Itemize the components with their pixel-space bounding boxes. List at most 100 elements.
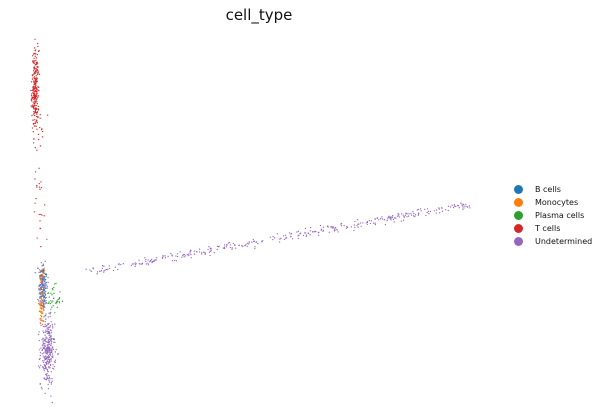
undetermined-point bbox=[49, 325, 52, 327]
undetermined-point bbox=[42, 366, 44, 368]
undetermined-point bbox=[49, 313, 51, 315]
undetermined-point bbox=[42, 295, 44, 297]
undetermined-point bbox=[406, 213, 408, 215]
undetermined-point bbox=[386, 219, 388, 222]
undetermined-point bbox=[297, 237, 299, 240]
monocytes-point bbox=[40, 301, 43, 303]
undetermined-point bbox=[297, 235, 299, 237]
plasma-cells-point bbox=[59, 291, 61, 293]
t-cells-point bbox=[32, 142, 35, 144]
t-cells-point bbox=[32, 80, 35, 82]
undetermined-point bbox=[44, 323, 46, 325]
undetermined-point bbox=[147, 262, 149, 264]
undetermined-point bbox=[397, 212, 399, 215]
undetermined-point bbox=[445, 209, 447, 211]
undetermined-point bbox=[43, 275, 46, 278]
undetermined-point bbox=[46, 357, 48, 359]
t-cells-point bbox=[37, 116, 39, 119]
undetermined-point bbox=[45, 374, 48, 376]
undetermined-point bbox=[453, 205, 456, 207]
undetermined-point bbox=[50, 340, 53, 342]
legend-item: Plasma cells bbox=[514, 209, 604, 222]
undetermined-point bbox=[379, 218, 382, 220]
undetermined-point bbox=[45, 353, 47, 355]
undetermined-point bbox=[44, 294, 47, 296]
monocytes-point bbox=[39, 276, 42, 279]
undetermined-point bbox=[150, 258, 153, 261]
b-cells-point bbox=[41, 265, 43, 267]
undetermined-point bbox=[51, 350, 53, 352]
undetermined-point bbox=[41, 295, 43, 297]
undetermined-point bbox=[395, 217, 397, 219]
undetermined-point bbox=[48, 347, 50, 349]
t-cells-point bbox=[31, 106, 33, 108]
undetermined-point bbox=[37, 298, 39, 301]
legend-marker bbox=[514, 237, 523, 246]
undetermined-point bbox=[38, 288, 40, 290]
t-cells-point bbox=[41, 214, 43, 216]
undetermined-point bbox=[42, 360, 44, 362]
t-cells-point bbox=[33, 90, 35, 93]
undetermined-point bbox=[331, 225, 333, 228]
t-cells-point bbox=[38, 86, 40, 88]
undetermined-point bbox=[42, 304, 44, 307]
undetermined-point bbox=[458, 207, 460, 209]
undetermined-point bbox=[47, 383, 49, 386]
undetermined-point bbox=[312, 231, 314, 233]
t-cells-point bbox=[32, 106, 35, 109]
t-cells-point bbox=[36, 122, 39, 124]
undetermined-point bbox=[45, 329, 47, 331]
undetermined-point bbox=[359, 222, 362, 224]
undetermined-point bbox=[37, 267, 39, 269]
monocytes-point bbox=[39, 310, 41, 312]
undetermined-point bbox=[131, 263, 134, 265]
undetermined-point bbox=[164, 255, 166, 257]
undetermined-point bbox=[42, 271, 45, 273]
undetermined-point bbox=[45, 338, 47, 340]
undetermined-point bbox=[44, 320, 46, 323]
monocytes-point bbox=[39, 281, 41, 284]
undetermined-point bbox=[47, 370, 49, 373]
monocytes-point bbox=[41, 312, 44, 315]
t-cells-point bbox=[32, 123, 35, 125]
undetermined-point bbox=[39, 289, 41, 291]
undetermined-point bbox=[40, 296, 42, 298]
t-cells-point bbox=[35, 99, 37, 101]
undetermined-point bbox=[118, 263, 120, 265]
legend-item: Undetermined bbox=[514, 235, 604, 248]
b-cells-point bbox=[45, 278, 47, 281]
undetermined-point bbox=[40, 347, 42, 349]
undetermined-point bbox=[49, 351, 52, 353]
undetermined-point bbox=[48, 365, 50, 368]
undetermined-point bbox=[49, 326, 51, 329]
t-cells-point bbox=[33, 114, 36, 117]
undetermined-point bbox=[417, 208, 420, 211]
t-cells-point bbox=[35, 53, 37, 55]
undetermined-point bbox=[405, 212, 407, 215]
monocytes-point bbox=[41, 274, 44, 277]
undetermined-point bbox=[428, 213, 430, 215]
t-cells-point bbox=[32, 101, 34, 103]
undetermined-point bbox=[241, 244, 243, 247]
undetermined-point bbox=[117, 268, 119, 271]
t-cells-point bbox=[35, 93, 38, 95]
undetermined-point bbox=[305, 235, 307, 237]
undetermined-point bbox=[41, 285, 43, 288]
undetermined-point bbox=[50, 348, 52, 350]
t-cells-point bbox=[37, 96, 39, 99]
undetermined-point bbox=[135, 262, 137, 265]
undetermined-point bbox=[208, 246, 210, 248]
undetermined-point bbox=[170, 252, 172, 255]
undetermined-point bbox=[46, 373, 48, 375]
b-cells-point bbox=[40, 288, 43, 291]
t-cells-point bbox=[33, 47, 36, 49]
plasma-cells-point bbox=[54, 302, 57, 304]
undetermined-point bbox=[54, 323, 56, 325]
t-cells-point bbox=[33, 113, 35, 115]
plasma-cells-point bbox=[58, 297, 61, 300]
undetermined-point bbox=[45, 314, 47, 317]
undetermined-point bbox=[45, 351, 47, 354]
plasma-cells-point bbox=[55, 282, 57, 285]
undetermined-point bbox=[253, 240, 256, 242]
